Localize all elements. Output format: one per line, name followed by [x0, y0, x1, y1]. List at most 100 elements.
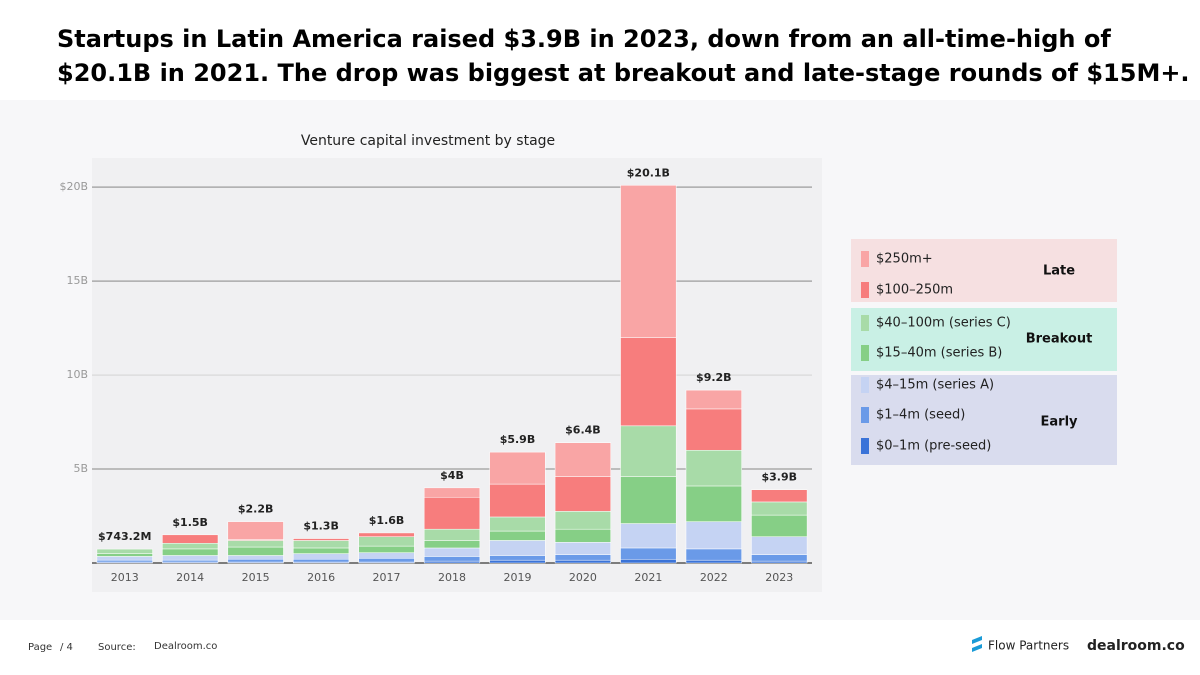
bar-segment	[620, 547, 677, 560]
bar-segment	[162, 543, 219, 550]
bar-segment	[293, 538, 350, 541]
headline: $20.1B in 2021. The drop was biggest at …	[57, 59, 1190, 87]
x-tick-label: 2019	[503, 571, 531, 584]
bar-segment	[227, 555, 284, 560]
total-label: $743.2M	[98, 530, 151, 543]
bar-segment	[423, 547, 481, 557]
bar-segment	[96, 556, 153, 561]
source-label: Source:	[98, 642, 136, 653]
bar-segment	[489, 483, 546, 518]
bar-segment	[358, 545, 415, 553]
bar-segment	[620, 523, 677, 549]
bar-segment	[293, 558, 350, 563]
total-label: $5.9B	[500, 433, 536, 446]
bar-segment	[293, 547, 350, 554]
bar-segment	[227, 540, 284, 548]
x-tick-label: 2022	[700, 571, 728, 584]
y-tick-label: 15B	[66, 274, 88, 287]
source: Dealroom.co	[154, 641, 217, 652]
brand-icon	[972, 636, 982, 652]
footer-bg	[0, 620, 1200, 675]
x-tick-label: 2018	[438, 571, 466, 584]
chart-title: Venture capital investment by stage	[301, 133, 555, 149]
legend-label: $0–1m (pre-seed)	[876, 439, 991, 454]
legend-swatch	[861, 251, 869, 267]
bar-segment	[685, 485, 742, 522]
bar-segment	[423, 556, 481, 562]
legend-label: $100–250m	[876, 283, 953, 298]
bar-segment	[620, 476, 677, 524]
y-tick-label: 5B	[73, 462, 88, 475]
bar-segment	[162, 534, 219, 544]
bar-segment	[620, 558, 677, 564]
bar-segment	[751, 489, 808, 503]
bar-segment	[554, 442, 611, 477]
page-total: / 4	[60, 642, 73, 653]
total-label: $1.5B	[172, 516, 208, 529]
legend-group-bg	[851, 375, 1117, 465]
total-label: $6.4B	[565, 424, 601, 437]
x-tick-label: 2016	[307, 571, 335, 584]
bar-segment	[358, 532, 415, 537]
bar-segment	[96, 559, 153, 563]
bar-segment	[227, 558, 284, 563]
legend-group-bg	[851, 308, 1117, 371]
bar-segment	[96, 553, 153, 557]
bar-segment	[358, 552, 415, 559]
bar-segment	[489, 555, 546, 561]
bar-segment	[751, 560, 808, 564]
bar-segment	[751, 514, 808, 537]
legend-label: $4–15m (series A)	[876, 378, 994, 393]
x-tick-label: 2014	[176, 571, 204, 584]
legend-label: $250m+	[876, 252, 933, 267]
legend-swatch	[861, 282, 869, 298]
total-label: $20.1B	[627, 166, 670, 179]
bar-segment	[227, 546, 284, 556]
bar-segment	[358, 558, 415, 563]
bar-segment	[489, 530, 546, 541]
legend-swatch	[861, 407, 869, 423]
legend-label: $1–4m (seed)	[876, 408, 965, 423]
bar-segment	[554, 528, 611, 543]
bar-segment	[489, 451, 546, 485]
brand: dealroom.co	[1087, 638, 1185, 654]
bar-segment	[554, 476, 611, 512]
brand: Flow Partners	[988, 639, 1069, 653]
bar-segment	[685, 408, 742, 451]
legend-swatch	[861, 345, 869, 361]
bar-segment	[685, 559, 742, 564]
bar-segment	[162, 555, 219, 561]
bar-segment	[685, 389, 742, 410]
total-label: $2.2B	[238, 503, 274, 516]
bar-segment	[620, 337, 677, 427]
bar-segment	[423, 560, 481, 564]
bar-segment	[423, 540, 481, 549]
bar-segment	[489, 559, 546, 564]
legend-group-label: Early	[1041, 415, 1079, 430]
bar-segment	[685, 548, 742, 561]
total-label: $9.2B	[696, 371, 732, 384]
total-label: $1.6B	[369, 514, 405, 527]
bar-segment	[162, 548, 219, 556]
bar-segment	[358, 536, 415, 547]
x-tick-label: 2015	[242, 571, 270, 584]
legend-label: $15–40m (series B)	[876, 346, 1002, 361]
legend-swatch	[861, 438, 869, 454]
x-tick-label: 2013	[111, 571, 139, 584]
y-tick-label: 10B	[66, 368, 88, 381]
bar-segment	[685, 450, 742, 487]
total-label: $1.3B	[303, 520, 339, 533]
legend-label: $40–100m (series C)	[876, 316, 1011, 331]
bar-segment	[96, 548, 153, 554]
headline: Startups in Latin America raised $3.9B i…	[57, 25, 1111, 53]
page-label: Page	[28, 642, 52, 653]
bar-segment	[423, 487, 481, 498]
bar-segment	[554, 559, 611, 564]
x-tick-label: 2021	[634, 571, 662, 584]
bar-segment	[751, 501, 808, 516]
bar-segment	[554, 542, 611, 555]
legend-swatch	[861, 377, 869, 393]
bar-segment	[227, 521, 284, 540]
total-label: $3.9B	[762, 471, 798, 484]
